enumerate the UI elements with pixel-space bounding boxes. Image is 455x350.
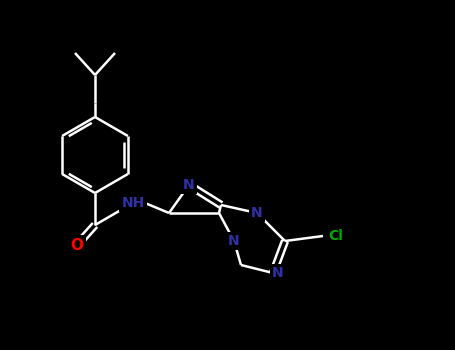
Text: N: N (228, 234, 240, 248)
Text: N: N (183, 178, 195, 192)
Text: N: N (272, 266, 284, 280)
Text: N: N (251, 206, 263, 220)
Text: O: O (71, 238, 84, 252)
Text: NH: NH (121, 196, 145, 210)
Text: Cl: Cl (328, 229, 343, 243)
